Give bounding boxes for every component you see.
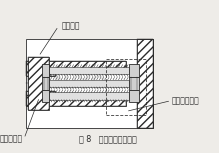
Bar <box>26 91 55 95</box>
Text: 图 8   先进的伸缩节形式: 图 8 先进的伸缩节形式 <box>79 134 136 143</box>
Text: 进水蜗壳法兰: 进水蜗壳法兰 <box>172 96 200 105</box>
Text: 伸缩节插管: 伸缩节插管 <box>0 134 23 143</box>
Text: TN/YO: TN/YO <box>41 74 108 93</box>
Bar <box>49 67 129 74</box>
Bar <box>129 77 139 90</box>
Bar <box>26 71 55 76</box>
Bar <box>26 91 55 95</box>
Bar <box>49 80 129 87</box>
Bar <box>26 61 126 71</box>
Bar <box>129 90 139 102</box>
Bar <box>26 95 126 106</box>
Bar <box>42 90 49 102</box>
Bar <box>129 64 139 77</box>
Bar <box>106 59 146 115</box>
Bar <box>26 39 153 128</box>
Bar <box>42 64 49 77</box>
Bar <box>137 39 153 128</box>
Text: 活动法兰: 活动法兰 <box>62 22 81 31</box>
Bar <box>26 39 153 128</box>
Bar <box>26 95 126 106</box>
Bar <box>28 57 49 110</box>
Bar <box>137 39 153 128</box>
Bar <box>49 92 129 100</box>
Bar <box>26 71 55 76</box>
Bar <box>42 77 49 90</box>
Bar <box>28 57 49 110</box>
Bar <box>26 61 126 71</box>
